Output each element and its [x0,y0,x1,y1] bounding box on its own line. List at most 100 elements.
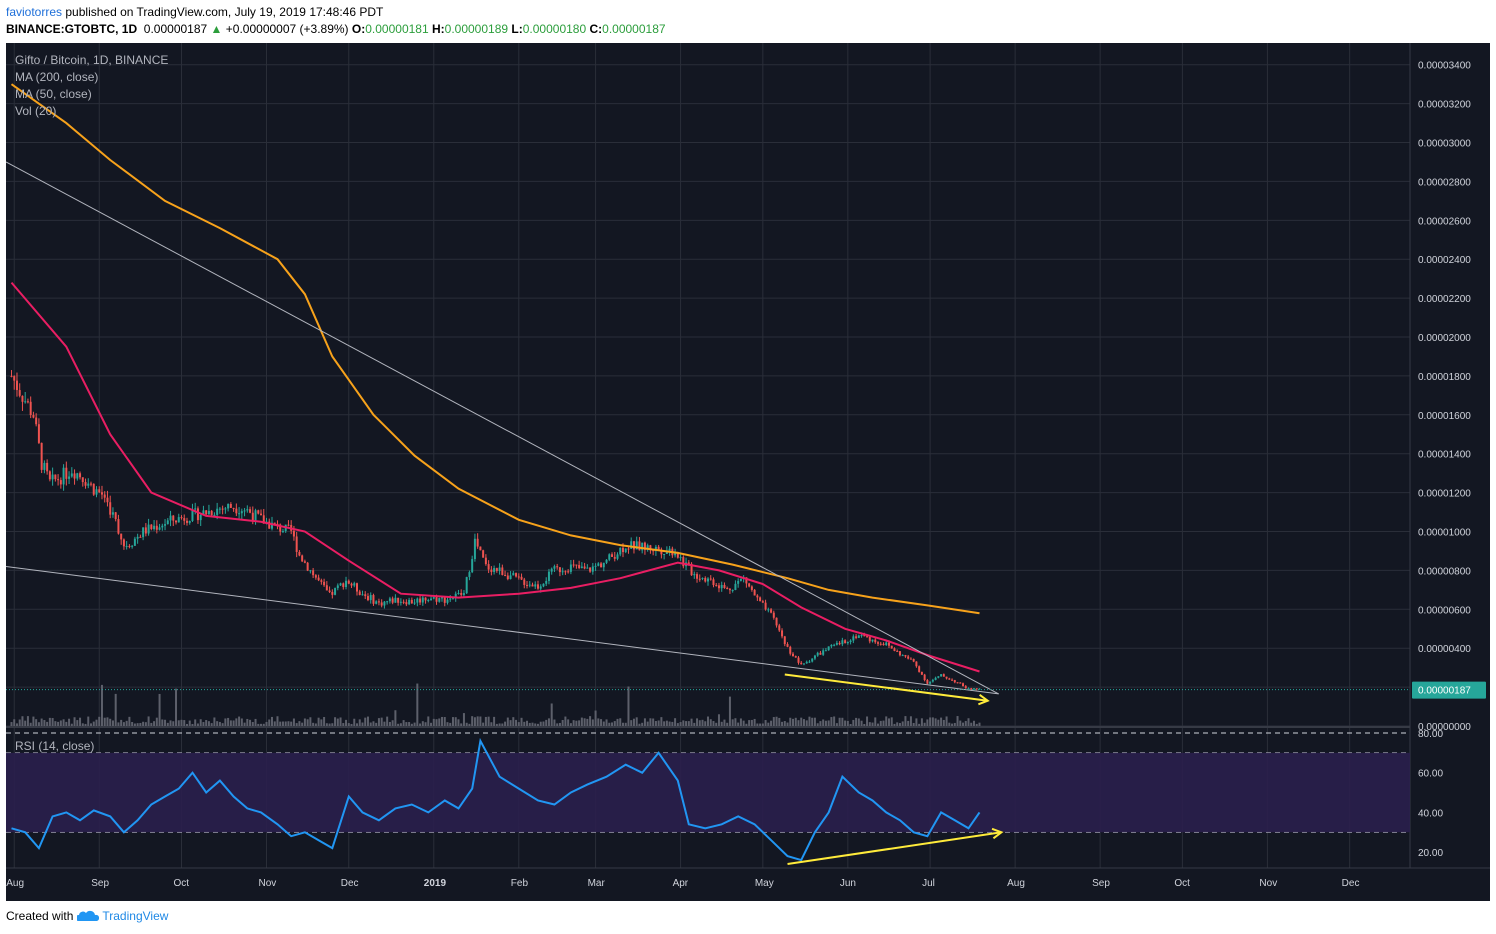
volume-bar [520,717,523,726]
volume-bar [750,719,753,726]
candle-body [298,551,301,556]
candle-body [199,515,202,521]
legend-ma200: MA (200, close) [15,70,98,84]
candle-body [188,520,191,523]
volume-bar [227,717,230,726]
candle-body [712,579,715,586]
candle-body [827,646,830,651]
volume-bar [964,720,967,726]
rsi-axis[interactable]: 80.00 60.00 40.00 20.00 [1418,729,1443,859]
candle-body [122,539,125,547]
chart-canvas[interactable]: 0.00003400 0.00003200 0.00003000 0.00002800… [6,43,1490,901]
volume-bar [792,718,795,726]
candle-body [243,510,246,512]
candle-body [805,661,808,664]
volume-bar [62,719,65,726]
candle-body [48,471,51,480]
volume-bar [191,723,194,726]
candle-body [251,512,254,521]
time-axis[interactable]: Aug Sep Oct Nov Dec 2019 Feb Mar Apr May Jun Jul Aug… [6,878,1359,889]
candle-body [759,597,762,602]
candle-body [106,497,109,503]
candle-body [704,577,707,582]
candle-body [515,573,518,577]
candle-body [578,565,581,569]
volume-bar [438,718,441,726]
volume-bar [918,723,921,726]
candle-body [726,587,729,589]
volume-bar [493,716,496,726]
volume-bar [177,720,180,726]
author-link[interactable]: faviotorres [6,5,63,19]
candle-body [21,395,24,402]
volume-bar [48,717,51,726]
candle-body [893,648,896,651]
volume-bar [15,723,18,726]
volume-bar [605,719,608,726]
candle-body [273,522,276,524]
candle-body [597,563,600,566]
candle-body [674,553,677,556]
volume-bar [558,722,561,726]
candle-body [155,525,158,530]
candle-body [605,559,608,563]
candle-body [616,554,619,559]
volume-bar [498,723,501,726]
candle-body [783,636,786,645]
candle-body [526,584,529,586]
volume-bar [638,723,641,726]
candle-body [638,541,641,551]
volume-bar [805,720,808,726]
volume-bar [350,723,353,726]
candle-body [613,556,616,559]
volume-bar [753,718,756,726]
candle-body [846,642,849,644]
time-tick-label: Nov [259,878,277,889]
candle-body [457,593,460,595]
time-tick-label: Mar [588,878,606,889]
candle-body [517,576,520,578]
volume-bar [940,717,943,726]
volume-bar [893,723,896,726]
volume-bar [761,723,764,726]
candle-body [238,513,241,515]
time-tick-label: Dec [1342,878,1360,889]
volume-bar [298,721,301,726]
candle-body [235,508,238,514]
candle-body [35,417,38,425]
candle-body [185,520,188,523]
candle-body [602,562,605,568]
time-tick-label: Dec [341,878,359,889]
volume-bar [643,718,646,726]
candle-body [833,644,836,646]
candle-body [951,679,954,681]
candle-body [438,598,441,602]
volume-bar [926,719,929,726]
candle-body [257,510,260,514]
volume-bar [907,720,910,726]
candle-body [649,545,652,551]
candle-body [210,510,213,516]
volume-bar [542,721,545,726]
volume-bar [98,716,101,726]
candle-body [619,547,622,555]
volume-bar [460,723,463,726]
candle-body [909,658,912,660]
volume-bar [410,723,413,726]
volume-bar [221,723,224,726]
volume-bar [674,718,677,726]
candle-body [120,533,123,540]
candle-body [342,583,345,587]
price-axis[interactable]: 0.00003400 0.00003200 0.00003000 0.00002800… [1412,61,1486,733]
volume-bar [553,719,556,726]
candle-body [750,586,753,590]
volume-bar [668,721,671,726]
volume-bar [504,721,507,726]
candle-body [676,553,679,558]
open-value: 0.00000181 [365,22,429,36]
candle-body [841,640,844,645]
tradingview-logo[interactable]: TradingView [77,909,168,923]
candle-body [794,656,797,658]
volume-bar [536,723,539,726]
candle-body [868,637,871,642]
